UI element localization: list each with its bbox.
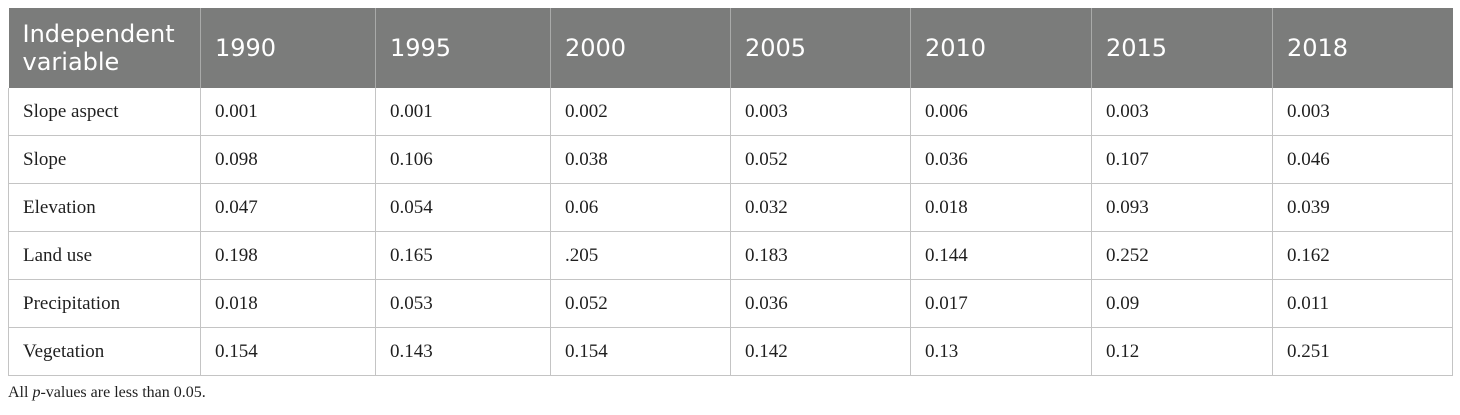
table-row: Slope 0.098 0.106 0.038 0.052 0.036 0.10… — [8, 135, 1453, 184]
footnote-italic-p: p — [32, 384, 41, 401]
row-label: Slope aspect — [8, 88, 201, 136]
table-cell: 0.054 — [375, 183, 551, 232]
table-row: Land use 0.198 0.165 .205 0.183 0.144 0.… — [8, 231, 1453, 280]
table-cell: 0.251 — [1272, 327, 1453, 376]
data-table: Independent variable 1990 1995 2000 2005… — [8, 8, 1453, 376]
table-cell: 0.006 — [910, 88, 1092, 136]
table-cell: 0.001 — [375, 88, 551, 136]
table-cell: 0.252 — [1091, 231, 1273, 280]
row-label: Precipitation — [8, 279, 201, 328]
table-cell: 0.13 — [910, 327, 1092, 376]
table-cell: 0.052 — [730, 135, 911, 184]
table-cell: 0.107 — [1091, 135, 1273, 184]
table-cell: 0.142 — [730, 327, 911, 376]
column-header-2010: 2010 — [910, 8, 1092, 88]
table-footnote: All p-values are less than 0.05. — [8, 384, 206, 402]
table-row: Slope aspect 0.001 0.001 0.002 0.003 0.0… — [8, 88, 1453, 136]
column-header-independent-variable: Independent variable — [8, 8, 201, 88]
row-label: Slope — [8, 135, 201, 184]
table-cell: 0.154 — [200, 327, 376, 376]
table-cell: 0.003 — [730, 88, 911, 136]
table-cell: 0.093 — [1091, 183, 1273, 232]
table-cell: 0.143 — [375, 327, 551, 376]
row-label: Elevation — [8, 183, 201, 232]
table-cell: 0.098 — [200, 135, 376, 184]
table-cell: 0.106 — [375, 135, 551, 184]
table-cell: 0.018 — [910, 183, 1092, 232]
table-cell: 0.002 — [550, 88, 731, 136]
table-cell: 0.09 — [1091, 279, 1273, 328]
table-row: Precipitation 0.018 0.053 0.052 0.036 0.… — [8, 279, 1453, 328]
table-cell: 0.032 — [730, 183, 911, 232]
table-row: Elevation 0.047 0.054 0.06 0.032 0.018 0… — [8, 183, 1453, 232]
table-cell: 0.12 — [1091, 327, 1273, 376]
table-cell: 0.003 — [1272, 88, 1453, 136]
table-cell: 0.036 — [910, 135, 1092, 184]
column-header-1995: 1995 — [375, 8, 551, 88]
table-cell: 0.047 — [200, 183, 376, 232]
footnote-suffix: -values are less than 0.05. — [40, 384, 206, 401]
footnote-prefix: All — [8, 384, 33, 401]
table-cell: 0.018 — [200, 279, 376, 328]
table-cell: 0.046 — [1272, 135, 1453, 184]
table-cell: 0.001 — [200, 88, 376, 136]
table-cell: .205 — [550, 231, 731, 280]
table-cell: 0.003 — [1091, 88, 1273, 136]
table-cell: 0.183 — [730, 231, 911, 280]
table-header-row: Independent variable 1990 1995 2000 2005… — [8, 8, 1453, 88]
column-header-2005: 2005 — [730, 8, 911, 88]
table-cell: 0.038 — [550, 135, 731, 184]
table-cell: 0.154 — [550, 327, 731, 376]
table-cell: 0.144 — [910, 231, 1092, 280]
table-cell: 0.036 — [730, 279, 911, 328]
row-label: Land use — [8, 231, 201, 280]
table-cell: 0.053 — [375, 279, 551, 328]
column-header-2015: 2015 — [1091, 8, 1273, 88]
table-cell: 0.052 — [550, 279, 731, 328]
column-header-1990: 1990 — [200, 8, 376, 88]
column-header-2000: 2000 — [550, 8, 731, 88]
table-cell: 0.165 — [375, 231, 551, 280]
table-cell: 0.162 — [1272, 231, 1453, 280]
table-cell: 0.06 — [550, 183, 731, 232]
table-cell: 0.198 — [200, 231, 376, 280]
row-label: Vegetation — [8, 327, 201, 376]
table-row: Vegetation 0.154 0.143 0.154 0.142 0.13 … — [8, 327, 1453, 376]
column-header-2018: 2018 — [1272, 8, 1453, 88]
data-table-container: Independent variable 1990 1995 2000 2005… — [8, 8, 1453, 376]
table-cell: 0.017 — [910, 279, 1092, 328]
table-cell: 0.011 — [1272, 279, 1453, 328]
table-cell: 0.039 — [1272, 183, 1453, 232]
